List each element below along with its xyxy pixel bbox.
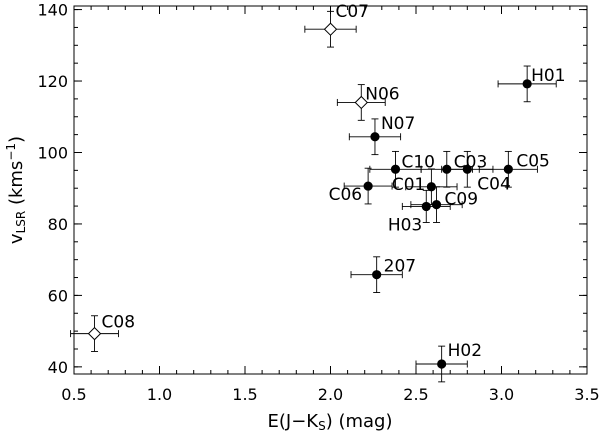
- point-label: N06: [365, 84, 399, 104]
- filled-circle-marker: [372, 270, 382, 280]
- data-point-h03: H03: [388, 189, 451, 235]
- y-tick-label: 60: [48, 286, 68, 305]
- open-diamond-marker: [354, 95, 368, 110]
- y-tick-label: 80: [48, 215, 68, 234]
- open-diamond-marker: [87, 326, 102, 341]
- filled-circle-marker: [363, 181, 373, 191]
- data-point-c06: C06: [329, 167, 393, 205]
- x-tick-label: 2.0: [318, 385, 343, 404]
- data-point-c08: C08: [70, 313, 136, 352]
- data-point-c07: C07: [304, 2, 370, 48]
- data-point-c04: C04: [441, 150, 511, 194]
- point-label: N07: [381, 114, 415, 134]
- data-point-h02: H02: [415, 341, 482, 383]
- point-label: C07: [336, 2, 370, 22]
- data-point-c01: C01: [392, 168, 458, 206]
- data-point-c05: C05: [478, 150, 550, 188]
- data-point-c10: C10: [369, 150, 435, 188]
- y-tick-label: 40: [48, 358, 68, 377]
- point-label: C10: [401, 152, 435, 172]
- x-tick-label: 3.5: [574, 385, 599, 404]
- point-label: H01: [531, 66, 565, 86]
- filled-circle-marker: [390, 164, 401, 174]
- filled-circle-marker: [462, 164, 472, 174]
- point-label: 207: [384, 257, 416, 277]
- filled-circle-marker: [437, 359, 447, 369]
- point-label: H03: [388, 215, 422, 235]
- data-point-c09: C09: [410, 186, 479, 223]
- data-point-h01: H01: [497, 65, 566, 103]
- x-tick-label: 1.0: [147, 385, 172, 404]
- open-diamond-marker: [323, 22, 338, 36]
- y-axis-label: vLSR (kms−1): [4, 136, 28, 244]
- point-label: C08: [102, 313, 136, 333]
- point-label: C01: [392, 175, 426, 195]
- filled-circle-marker: [522, 79, 532, 89]
- x-tick-label: 0.5: [61, 385, 86, 404]
- point-label: C06: [329, 185, 363, 205]
- y-tick-label: 100: [37, 143, 68, 162]
- point-label: C09: [445, 190, 479, 210]
- data-point-207: 207: [350, 256, 416, 293]
- x-axis-label: E(J−KS) (mag): [268, 411, 393, 433]
- axis-ticks: 0.5 1.0 1.5 2.0 2.5 3.0 3.5 40 60 80 100 120 140: [37, 1, 599, 404]
- x-tick-label: 1.5: [232, 385, 257, 404]
- data-point-n06: N06: [336, 84, 400, 121]
- x-tick-label: 3.0: [489, 385, 514, 404]
- y-tick-label: 140: [37, 1, 68, 20]
- x-tick-label: 2.5: [403, 385, 428, 404]
- y-tick-label: 120: [37, 72, 68, 91]
- point-label: H02: [448, 341, 482, 361]
- filled-circle-marker: [431, 200, 442, 210]
- filled-circle-marker: [503, 164, 513, 174]
- filled-circle-marker: [426, 182, 436, 192]
- data-point-n07: N07: [348, 114, 415, 156]
- filled-circle-marker: [370, 132, 380, 142]
- point-label: C05: [516, 151, 550, 171]
- point-label: C04: [477, 174, 511, 194]
- filled-circle-marker: [421, 201, 431, 212]
